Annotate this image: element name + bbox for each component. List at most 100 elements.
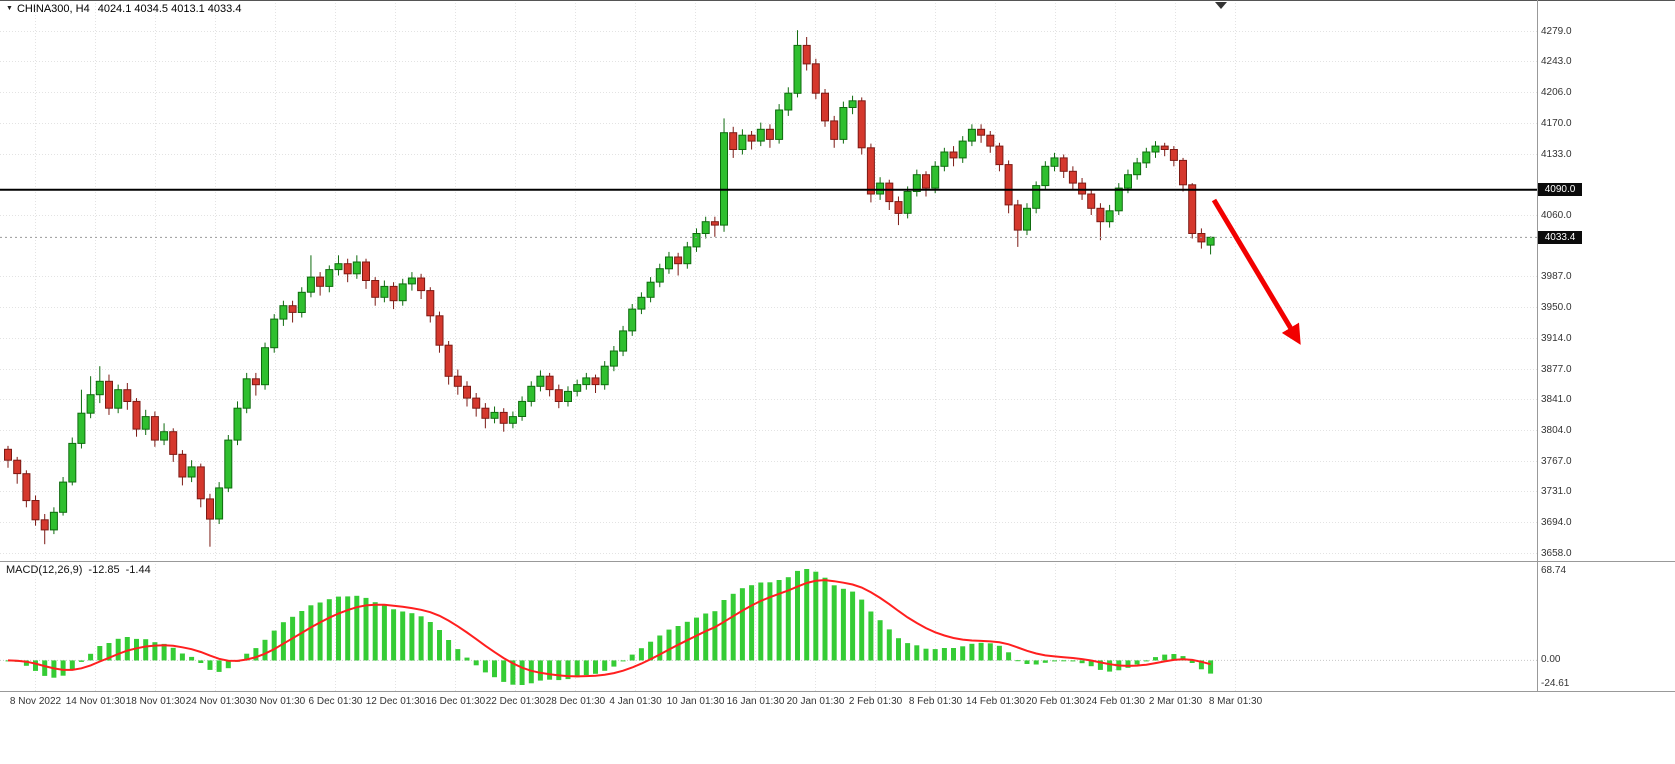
macd-bar bbox=[271, 630, 277, 661]
macd-bar bbox=[1042, 660, 1048, 663]
chart-shift-marker-icon[interactable] bbox=[1215, 2, 1227, 9]
macd-bar bbox=[694, 617, 699, 661]
time-tick-label: 8 Feb 01:30 bbox=[908, 696, 963, 707]
macd-bar bbox=[501, 660, 507, 682]
macd-bar bbox=[336, 596, 341, 661]
macd-bar bbox=[437, 630, 442, 661]
candle-body bbox=[857, 100, 866, 149]
macd-bar bbox=[648, 641, 654, 661]
candle-body bbox=[866, 147, 875, 195]
candle-body bbox=[59, 481, 68, 513]
candle-body bbox=[435, 315, 444, 346]
candle-body bbox=[1041, 165, 1050, 187]
candle-body bbox=[1078, 182, 1087, 195]
candle-body bbox=[784, 92, 793, 111]
candle-body bbox=[876, 182, 885, 195]
candles bbox=[4, 30, 1215, 547]
candle-body bbox=[977, 128, 986, 136]
macd-bar bbox=[124, 637, 130, 661]
macd-bar bbox=[519, 660, 525, 685]
candle-body bbox=[518, 400, 527, 417]
candle-body bbox=[150, 416, 159, 441]
price-tick-label: 3950.0 bbox=[1541, 301, 1572, 313]
price-tick-label: 4133.0 bbox=[1541, 148, 1572, 160]
macd-bar bbox=[813, 571, 819, 661]
macd-bar bbox=[134, 638, 139, 661]
macd-bar bbox=[602, 660, 608, 671]
time-axis[interactable]: 8 Nov 2022 14 Nov 01:30 18 Nov 01:30 24 Nov… bbox=[0, 694, 1537, 710]
macd-bar bbox=[299, 611, 305, 661]
current-price-badge: 4033.4 bbox=[1538, 230, 1582, 244]
macd-bar bbox=[1052, 660, 1057, 662]
macd-bar bbox=[1162, 654, 1168, 661]
macd-bar bbox=[381, 605, 387, 661]
candle-body bbox=[224, 439, 233, 489]
candle-body bbox=[848, 100, 857, 109]
macd-bar bbox=[225, 660, 231, 669]
candle-body bbox=[187, 466, 196, 478]
candle-body bbox=[1160, 145, 1169, 151]
macd-bar bbox=[189, 656, 195, 661]
macd-bar bbox=[33, 660, 38, 671]
candle-body bbox=[600, 365, 609, 386]
candle-body bbox=[270, 318, 279, 349]
macd-bar bbox=[1024, 660, 1030, 664]
time-tick-label: 4 Jan 01:30 bbox=[609, 696, 662, 707]
macd-bar bbox=[409, 613, 415, 661]
candle-body bbox=[215, 487, 224, 520]
macd-bar bbox=[758, 582, 764, 661]
candle-body bbox=[132, 400, 141, 430]
candle-body bbox=[40, 519, 49, 531]
macd-bar bbox=[611, 660, 617, 667]
macd-bar bbox=[877, 620, 883, 661]
macd-bar bbox=[1033, 660, 1039, 665]
candle-body bbox=[775, 109, 784, 140]
price-axis[interactable]: 4279.0 4243.0 4206.0 4170.0 4133.0 4060.0 3987… bbox=[1537, 0, 1675, 692]
arrow-annotation[interactable] bbox=[1211, 198, 1301, 345]
price-tick-label: 3731.0 bbox=[1541, 485, 1572, 497]
time-tick-label: 20 Jan 01:30 bbox=[786, 696, 845, 707]
candle-body bbox=[821, 92, 829, 122]
price-tick-label: 4170.0 bbox=[1541, 117, 1572, 129]
price-tick-label: 3694.0 bbox=[1541, 516, 1572, 528]
symbol-timeframe-label: CHINA300, H4 bbox=[16, 3, 90, 15]
price-tick-label: 3658.0 bbox=[1541, 547, 1572, 559]
candle-body bbox=[417, 277, 426, 292]
macd-bar bbox=[528, 660, 534, 684]
candle-body bbox=[95, 380, 104, 396]
macd-bar bbox=[1125, 660, 1131, 668]
candle-body bbox=[1087, 193, 1096, 209]
macd-bar bbox=[106, 643, 112, 661]
price-tick-label: 4279.0 bbox=[1541, 25, 1572, 37]
price-tick-label: 3914.0 bbox=[1541, 332, 1572, 344]
macd-bar bbox=[721, 600, 727, 661]
macd-bar bbox=[804, 569, 810, 661]
candle-body bbox=[472, 397, 481, 409]
time-tick-label: 6 Dec 01:30 bbox=[308, 696, 363, 707]
macd-bar bbox=[896, 638, 901, 661]
time-tick-label: 12 Dec 01:30 bbox=[365, 696, 426, 707]
symbol-info: ▼ CHINA300, H4 4024.1 4034.5 4013.1 4033.4 bbox=[6, 3, 241, 15]
macd-bar bbox=[400, 611, 406, 661]
macd-bar bbox=[207, 660, 213, 670]
candle-body bbox=[352, 261, 361, 275]
candle-body bbox=[573, 384, 582, 392]
candle-body bbox=[444, 344, 453, 377]
candle-body bbox=[839, 107, 848, 140]
macd-bar bbox=[216, 660, 222, 672]
macd-bar bbox=[1171, 654, 1177, 661]
macd-bar bbox=[427, 622, 433, 661]
macd-bar bbox=[152, 642, 158, 661]
candle-body bbox=[756, 128, 765, 142]
macd-bar bbox=[675, 626, 681, 661]
macd-bar bbox=[464, 657, 470, 661]
macd-bar bbox=[170, 647, 176, 661]
time-tick-label: 16 Jan 01:30 bbox=[726, 696, 785, 707]
candle-body bbox=[995, 145, 1004, 166]
candle-body bbox=[1142, 151, 1151, 164]
collapse-triangle-icon[interactable]: ▼ bbox=[6, 5, 13, 12]
candle-body bbox=[251, 378, 260, 386]
candle-body bbox=[114, 389, 123, 409]
candle-body bbox=[720, 132, 728, 226]
